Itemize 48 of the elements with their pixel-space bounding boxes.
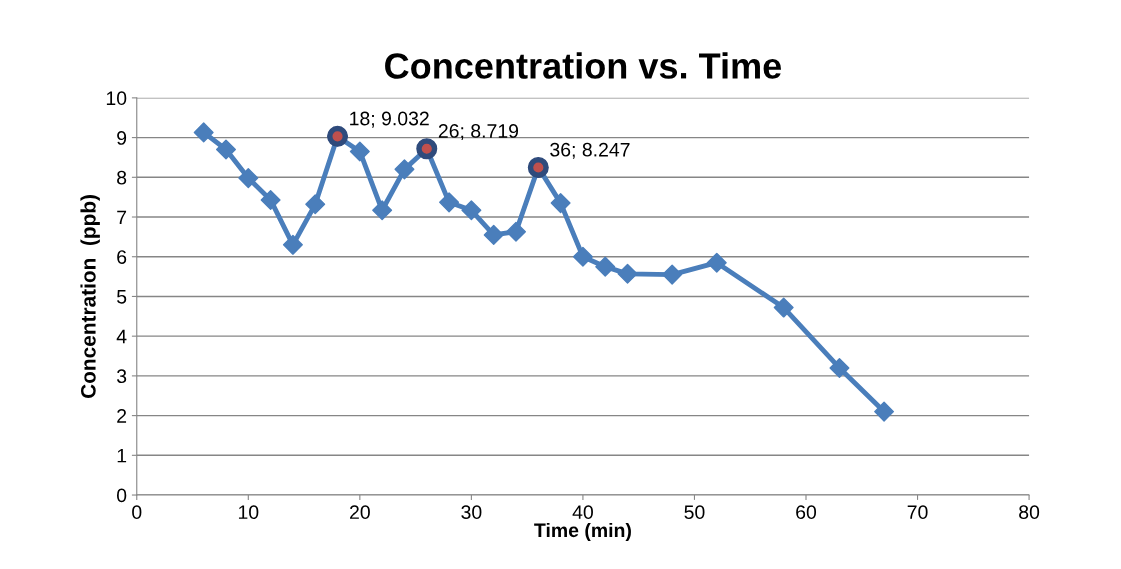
y-tick-label: 8 [117, 170, 127, 185]
x-tick-label: 50 [684, 505, 705, 520]
x-tick-label: 30 [461, 505, 482, 520]
x-tick-label: 60 [796, 505, 817, 520]
y-tick-label: 5 [117, 290, 127, 304]
point [305, 194, 326, 215]
x-tick-label: 20 [350, 505, 370, 520]
point [372, 200, 393, 221]
y-tick-label: 2 [117, 409, 127, 423]
point [706, 252, 727, 273]
point [215, 139, 237, 160]
point [238, 168, 259, 189]
point [505, 221, 527, 242]
point [662, 264, 683, 285]
y-tick-label: 3 [116, 369, 127, 384]
point [595, 256, 616, 277]
x-tick-label: 80 [1019, 505, 1040, 520]
point [550, 193, 571, 214]
point [439, 192, 460, 213]
y-tick-label: 1 [117, 448, 127, 463]
x-tick-label: 0 [132, 505, 142, 520]
point [193, 122, 214, 143]
point [572, 246, 593, 267]
y-tick-label: 10 [106, 91, 127, 106]
point [282, 234, 303, 255]
y-tick-label: 0 [116, 488, 127, 503]
y-axis-title: Concentration (ppb) [80, 195, 100, 398]
y-tick-label: 9 [117, 131, 127, 145]
point [874, 401, 895, 422]
point [349, 141, 370, 162]
point [461, 200, 482, 221]
point [394, 159, 415, 180]
x-tick-label: 40 [572, 505, 593, 520]
y-tick-label: 4 [116, 329, 127, 344]
x-axis-title: Time (min) [534, 522, 631, 541]
point [773, 297, 794, 318]
annotation: 36; 8.247 [550, 142, 630, 159]
annotation: 26; 8.719 [438, 124, 519, 141]
chart-title: Concentration vs. Time [385, 52, 782, 79]
y-tick-label: 7 [117, 210, 127, 225]
x-tick-label: 70 [907, 505, 928, 520]
point [483, 224, 504, 245]
annotation: 18; 9.032 [350, 111, 429, 128]
point [829, 357, 850, 378]
x-tick-label: 10 [238, 505, 259, 520]
point [617, 263, 638, 284]
point [260, 189, 281, 210]
y-tick-label: 6 [117, 250, 127, 264]
